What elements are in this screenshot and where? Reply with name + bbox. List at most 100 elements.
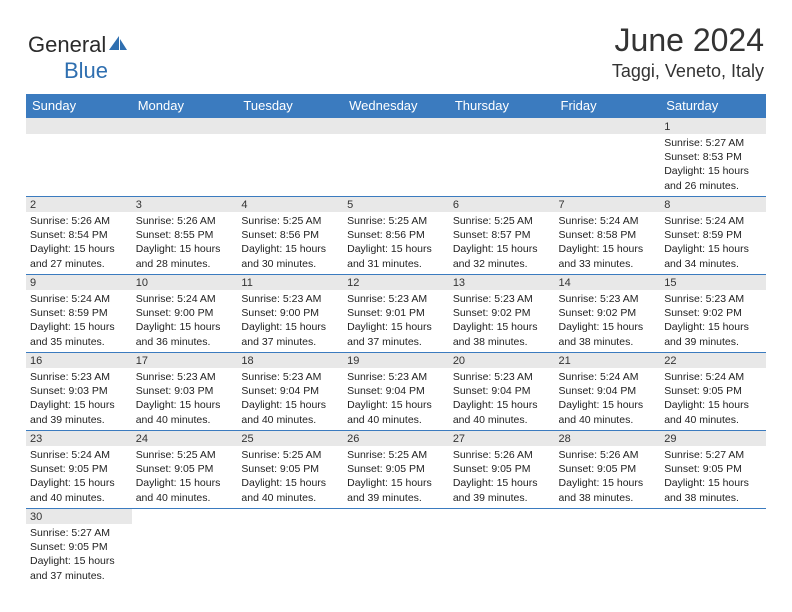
day-detail-cell — [237, 524, 343, 586]
location: Taggi, Veneto, Italy — [612, 61, 764, 82]
daylight-text: Daylight: 15 hours and 40 minutes. — [559, 398, 657, 426]
week-detail-row: Sunrise: 5:27 AMSunset: 8:53 PMDaylight:… — [26, 134, 766, 196]
sunrise-text: Sunrise: 5:23 AM — [347, 370, 445, 384]
sunset-text: Sunset: 9:02 PM — [664, 306, 762, 320]
sunrise-text: Sunrise: 5:23 AM — [347, 292, 445, 306]
daylight-text: Daylight: 15 hours and 38 minutes. — [453, 320, 551, 348]
sunset-text: Sunset: 9:01 PM — [347, 306, 445, 320]
col-friday: Friday — [555, 94, 661, 118]
day-detail-cell — [555, 134, 661, 196]
daylight-text: Daylight: 15 hours and 40 minutes. — [30, 476, 128, 504]
sunset-text: Sunset: 8:59 PM — [664, 228, 762, 242]
day-detail-cell: Sunrise: 5:23 AMSunset: 9:03 PMDaylight:… — [132, 368, 238, 430]
day-detail-cell: Sunrise: 5:27 AMSunset: 9:05 PMDaylight:… — [26, 524, 132, 586]
day-number-cell: 9 — [26, 274, 132, 290]
day-detail-cell — [449, 524, 555, 586]
sunset-text: Sunset: 8:55 PM — [136, 228, 234, 242]
daylight-text: Daylight: 15 hours and 39 minutes. — [453, 476, 551, 504]
day-number-cell: 3 — [132, 196, 238, 212]
title-block: June 2024 Taggi, Veneto, Italy — [612, 22, 764, 82]
day-number-cell: 15 — [660, 274, 766, 290]
day-number-cell: 6 — [449, 196, 555, 212]
day-detail-cell: Sunrise: 5:27 AMSunset: 8:53 PMDaylight:… — [660, 134, 766, 196]
daylight-text: Daylight: 15 hours and 39 minutes. — [30, 398, 128, 426]
day-number-cell: 5 — [343, 196, 449, 212]
day-detail-cell: Sunrise: 5:25 AMSunset: 8:57 PMDaylight:… — [449, 212, 555, 274]
sunrise-text: Sunrise: 5:23 AM — [664, 292, 762, 306]
sunset-text: Sunset: 9:02 PM — [559, 306, 657, 320]
day-number-cell — [132, 508, 238, 524]
sunrise-text: Sunrise: 5:24 AM — [30, 448, 128, 462]
day-detail-cell: Sunrise: 5:24 AMSunset: 8:59 PMDaylight:… — [26, 290, 132, 352]
day-number-cell: 20 — [449, 352, 555, 368]
sunrise-text: Sunrise: 5:27 AM — [30, 526, 128, 540]
daylight-text: Daylight: 15 hours and 26 minutes. — [664, 164, 762, 192]
day-detail-cell: Sunrise: 5:23 AMSunset: 9:01 PMDaylight:… — [343, 290, 449, 352]
daylight-text: Daylight: 15 hours and 38 minutes. — [664, 476, 762, 504]
day-detail-cell — [343, 134, 449, 196]
daylight-text: Daylight: 15 hours and 40 minutes. — [241, 476, 339, 504]
col-thursday: Thursday — [449, 94, 555, 118]
day-number-cell — [343, 118, 449, 134]
day-detail-cell — [26, 134, 132, 196]
day-detail-cell: Sunrise: 5:23 AMSunset: 9:02 PMDaylight:… — [555, 290, 661, 352]
sunrise-text: Sunrise: 5:26 AM — [136, 214, 234, 228]
col-tuesday: Tuesday — [237, 94, 343, 118]
daylight-text: Daylight: 15 hours and 35 minutes. — [30, 320, 128, 348]
week-daynum-row: 23242526272829 — [26, 430, 766, 446]
day-number-cell: 17 — [132, 352, 238, 368]
daylight-text: Daylight: 15 hours and 40 minutes. — [664, 398, 762, 426]
sunrise-text: Sunrise: 5:23 AM — [453, 292, 551, 306]
sunset-text: Sunset: 9:05 PM — [664, 384, 762, 398]
daylight-text: Daylight: 15 hours and 40 minutes. — [241, 398, 339, 426]
day-number-cell — [237, 118, 343, 134]
sunrise-text: Sunrise: 5:27 AM — [664, 448, 762, 462]
daylight-text: Daylight: 15 hours and 30 minutes. — [241, 242, 339, 270]
day-detail-cell: Sunrise: 5:24 AMSunset: 9:04 PMDaylight:… — [555, 368, 661, 430]
page-header: GeneralBlue June 2024 Taggi, Veneto, Ita… — [0, 0, 792, 88]
day-number-cell: 1 — [660, 118, 766, 134]
sunset-text: Sunset: 9:05 PM — [30, 540, 128, 554]
day-detail-cell: Sunrise: 5:27 AMSunset: 9:05 PMDaylight:… — [660, 446, 766, 508]
daylight-text: Daylight: 15 hours and 27 minutes. — [30, 242, 128, 270]
daylight-text: Daylight: 15 hours and 37 minutes. — [30, 554, 128, 582]
week-daynum-row: 30 — [26, 508, 766, 524]
day-number-cell: 13 — [449, 274, 555, 290]
day-number-cell: 27 — [449, 430, 555, 446]
sunset-text: Sunset: 9:02 PM — [453, 306, 551, 320]
day-detail-cell: Sunrise: 5:23 AMSunset: 9:04 PMDaylight:… — [343, 368, 449, 430]
sunset-text: Sunset: 8:56 PM — [347, 228, 445, 242]
day-number-cell: 2 — [26, 196, 132, 212]
sunrise-text: Sunrise: 5:23 AM — [241, 292, 339, 306]
day-number-cell: 22 — [660, 352, 766, 368]
day-detail-cell: Sunrise: 5:24 AMSunset: 9:05 PMDaylight:… — [660, 368, 766, 430]
sunrise-text: Sunrise: 5:24 AM — [136, 292, 234, 306]
sunset-text: Sunset: 9:04 PM — [241, 384, 339, 398]
day-number-cell: 7 — [555, 196, 661, 212]
day-detail-cell: Sunrise: 5:26 AMSunset: 9:05 PMDaylight:… — [449, 446, 555, 508]
sunrise-text: Sunrise: 5:27 AM — [664, 136, 762, 150]
day-detail-cell: Sunrise: 5:23 AMSunset: 9:03 PMDaylight:… — [26, 368, 132, 430]
day-number-cell: 11 — [237, 274, 343, 290]
sunset-text: Sunset: 8:57 PM — [453, 228, 551, 242]
month-title: June 2024 — [612, 22, 764, 59]
sunrise-text: Sunrise: 5:25 AM — [241, 214, 339, 228]
day-number-cell: 25 — [237, 430, 343, 446]
daylight-text: Daylight: 15 hours and 40 minutes. — [136, 476, 234, 504]
sunrise-text: Sunrise: 5:25 AM — [347, 214, 445, 228]
sunrise-text: Sunrise: 5:26 AM — [559, 448, 657, 462]
sail-icon — [107, 32, 129, 58]
sunset-text: Sunset: 9:05 PM — [453, 462, 551, 476]
sunrise-text: Sunrise: 5:24 AM — [664, 214, 762, 228]
sunrise-text: Sunrise: 5:26 AM — [30, 214, 128, 228]
day-detail-cell: Sunrise: 5:26 AMSunset: 8:55 PMDaylight:… — [132, 212, 238, 274]
day-detail-cell: Sunrise: 5:23 AMSunset: 9:04 PMDaylight:… — [237, 368, 343, 430]
week-daynum-row: 2345678 — [26, 196, 766, 212]
sunrise-text: Sunrise: 5:26 AM — [453, 448, 551, 462]
week-detail-row: Sunrise: 5:24 AMSunset: 9:05 PMDaylight:… — [26, 446, 766, 508]
sunrise-text: Sunrise: 5:23 AM — [136, 370, 234, 384]
day-detail-cell — [555, 524, 661, 586]
col-sunday: Sunday — [26, 94, 132, 118]
daylight-text: Daylight: 15 hours and 39 minutes. — [664, 320, 762, 348]
daylight-text: Daylight: 15 hours and 37 minutes. — [241, 320, 339, 348]
